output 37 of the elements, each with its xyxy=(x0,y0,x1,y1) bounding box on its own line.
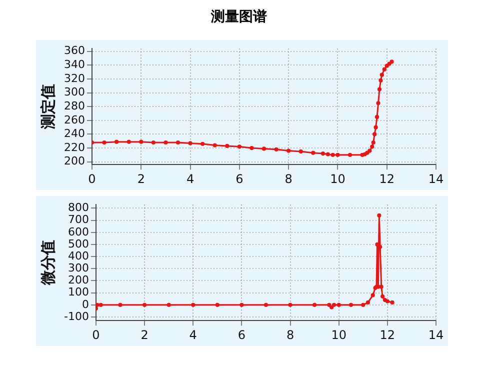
x-tick-label: 6 xyxy=(238,328,246,342)
y-tick-label: 700 xyxy=(68,213,89,226)
x-tick-label: 4 xyxy=(189,328,197,342)
y-tick-label: 100 xyxy=(68,286,89,299)
y-tick-label: 320 xyxy=(64,72,85,85)
x-tick-label: 0 xyxy=(92,328,100,342)
y-axis-title: 微分值 xyxy=(38,240,57,286)
y-tick-label: 220 xyxy=(64,140,85,154)
y-tick-label: 240 xyxy=(64,127,85,140)
y-tick-label: 0 xyxy=(82,298,89,311)
x-tick-label: 12 xyxy=(380,328,396,342)
y-axis-title: 测定值 xyxy=(38,84,57,130)
y-tick-label: 400 xyxy=(68,249,89,262)
y-tick-label: 260 xyxy=(64,113,85,126)
x-tick-label: 10 xyxy=(330,172,346,186)
y-tick-label: 200 xyxy=(64,154,85,168)
x-tick-label: 6 xyxy=(236,172,244,186)
y-tick-label: 300 xyxy=(64,86,85,99)
x-tick-label: 14 xyxy=(428,328,444,342)
x-tick-label: 8 xyxy=(284,172,292,186)
x-tick-label: 2 xyxy=(140,328,148,342)
y-tick-label: 280 xyxy=(64,99,85,112)
y-tick-label: 360 xyxy=(64,44,85,58)
x-tick-label: 4 xyxy=(186,172,194,186)
chart-title: 测量图谱 xyxy=(210,8,268,26)
x-tick-label: 14 xyxy=(428,172,444,186)
x-tick-label: 8 xyxy=(286,328,294,342)
y-tick-label: -100 xyxy=(64,310,89,323)
x-tick-label: 2 xyxy=(137,172,145,186)
y-tick-label: 500 xyxy=(68,237,89,250)
x-tick-label: 10 xyxy=(331,328,346,342)
y-tick-label: 200 xyxy=(68,274,89,287)
y-tick-label: 340 xyxy=(64,58,85,72)
y-tick-label: 300 xyxy=(68,262,89,274)
y-tick-label: 600 xyxy=(68,225,89,238)
x-tick-label: 12 xyxy=(379,172,394,186)
y-tick-label: 800 xyxy=(68,201,89,214)
